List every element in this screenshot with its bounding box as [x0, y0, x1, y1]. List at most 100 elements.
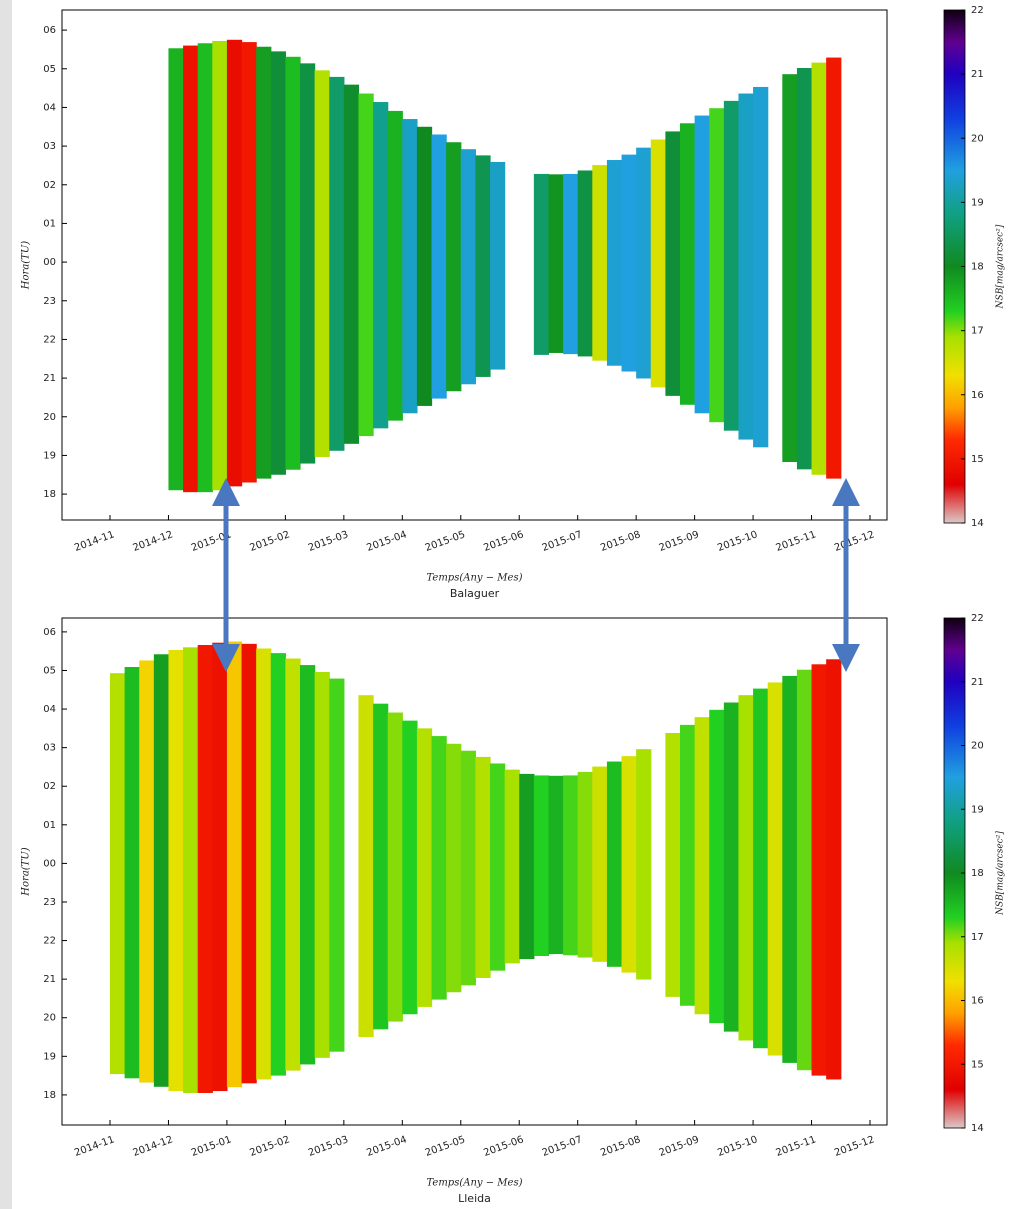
y-tick-label: 18	[43, 489, 56, 500]
nsb-stripe	[723, 702, 740, 1032]
y-tick-label: 00	[43, 257, 56, 268]
nsb-stripe	[358, 695, 374, 1038]
x-tick-label: 2015-02	[248, 1134, 291, 1159]
nsb-stripe	[738, 695, 754, 1041]
x-tick-label: 2015-08	[599, 529, 642, 554]
nsb-stripe	[314, 70, 330, 457]
nsb-stripe	[183, 647, 199, 1093]
x-tick-label: 2015-01	[190, 1134, 233, 1159]
nsb-stripe	[796, 67, 813, 470]
y-tick-label: 06	[43, 627, 56, 638]
nsb-stripe	[110, 673, 126, 1075]
colorbar-tick-label: 14	[971, 518, 984, 529]
nsb-stripe	[285, 658, 301, 1071]
y-tick-label: 00	[43, 858, 56, 869]
nsb-stripe	[226, 641, 243, 1088]
nsb-stripe	[153, 654, 170, 1087]
colorbar-tick-label: 19	[971, 197, 984, 208]
x-tick-label: 2015-05	[424, 529, 467, 554]
colorbar-tick-label: 17	[971, 932, 984, 943]
nsb-stripe	[606, 160, 623, 366]
colorbar-tick-label: 20	[971, 741, 984, 752]
nsb-stripe	[665, 732, 681, 997]
nsb-stripe	[548, 775, 564, 955]
nsb-stripe	[490, 161, 506, 370]
nsb-stripe	[621, 154, 637, 372]
y-tick-label: 22	[43, 936, 56, 947]
nsb-stripe	[475, 155, 491, 377]
y-tick-label: 04	[43, 102, 56, 113]
nsb-stripe	[241, 643, 257, 1084]
nsb-stripe	[636, 147, 652, 379]
x-tick-label: 2015-04	[365, 1134, 408, 1159]
nsb-stripe	[577, 170, 593, 357]
nsb-stripe	[563, 775, 579, 956]
x-tick-label: 2015-12	[833, 1134, 876, 1159]
x-tick-label: 2015-10	[716, 1134, 759, 1159]
y-tick-label: 04	[43, 704, 56, 715]
nsb-stripe	[490, 763, 506, 971]
charts: 18 19 20 21 22 23 00 01 02 03 04 05 06 2014-11 2014-12…	[21, 5, 1006, 1205]
x-tick-label: 2015-12	[833, 529, 876, 554]
x-tick-label: 2015-11	[775, 529, 818, 554]
nsb-stripe	[256, 46, 272, 479]
colorbar-tick-label: 19	[971, 804, 984, 815]
nsb-stripe	[285, 56, 301, 470]
arrow	[212, 478, 240, 672]
colorbar-tick-label: 14	[971, 1123, 984, 1134]
colorbar-tick-label: 15	[971, 1059, 984, 1070]
nsb-stripe	[709, 108, 725, 423]
y-tick-label: 20	[43, 1013, 56, 1024]
nsb-stripe	[212, 40, 228, 491]
nsb-stripe	[416, 126, 433, 406]
nsb-stripe	[226, 39, 243, 487]
nsb-stripe	[402, 720, 418, 1015]
nsb-stripe	[446, 743, 462, 993]
nsb-stripe	[329, 678, 345, 1052]
x-tick-label: 2015-03	[307, 529, 350, 554]
nsb-stripe	[168, 650, 184, 1092]
nsb-stripe	[256, 648, 272, 1080]
nsb-stripe	[504, 769, 520, 964]
x-tick-label: 2015-09	[658, 1134, 701, 1159]
nsb-stripe	[680, 123, 696, 405]
nsb-stripe	[767, 682, 783, 1056]
y-tick-label: 21	[43, 974, 56, 985]
x-tick-label: 2015-04	[365, 529, 408, 554]
y-tick-label: 05	[43, 64, 56, 75]
y-tick-label: 05	[43, 665, 56, 676]
plot-frame	[61, 617, 888, 1126]
y-tick-label: 20	[43, 412, 56, 423]
nsb-stripe	[533, 173, 550, 355]
x-tick-label: 2014-11	[73, 1134, 116, 1159]
left-strip	[0, 0, 12, 1209]
nsb-stripe	[519, 773, 535, 960]
y-tick-label: 02	[43, 781, 56, 792]
x-tick-label: 2015-02	[248, 529, 291, 554]
nsb-stripe	[387, 110, 403, 421]
y-tick-label: 21	[43, 373, 56, 384]
nsb-stripe	[680, 724, 696, 1006]
y-tick-label: 03	[43, 141, 56, 152]
colorbar-label: NSB[mag/arcsec²]	[996, 831, 1006, 916]
x-tick-label: 2014-11	[73, 529, 116, 554]
nsb-stripe	[811, 62, 827, 475]
nsb-stripe	[738, 93, 754, 440]
colorbar-tick-label: 22	[971, 613, 984, 624]
y-tick-label: 01	[43, 820, 56, 831]
nsb-stripe	[270, 51, 286, 475]
nsb-stripe	[650, 139, 666, 388]
nsb-stripe	[592, 766, 608, 962]
colorbar-tick-label: 15	[971, 454, 984, 465]
nsb-stripe	[387, 712, 403, 1022]
nsb-stripe	[373, 102, 389, 429]
nsb-stripe	[416, 728, 433, 1007]
colorbar-tick-label: 22	[971, 5, 984, 16]
nsb-stripe	[197, 43, 213, 493]
colorbar-label: NSB[mag/arcsec²]	[996, 224, 1006, 309]
nsb-stripe	[270, 653, 286, 1076]
nsb-stripe	[563, 173, 579, 355]
nsb-stripe	[694, 717, 710, 1015]
nsb-stripe	[373, 703, 389, 1030]
